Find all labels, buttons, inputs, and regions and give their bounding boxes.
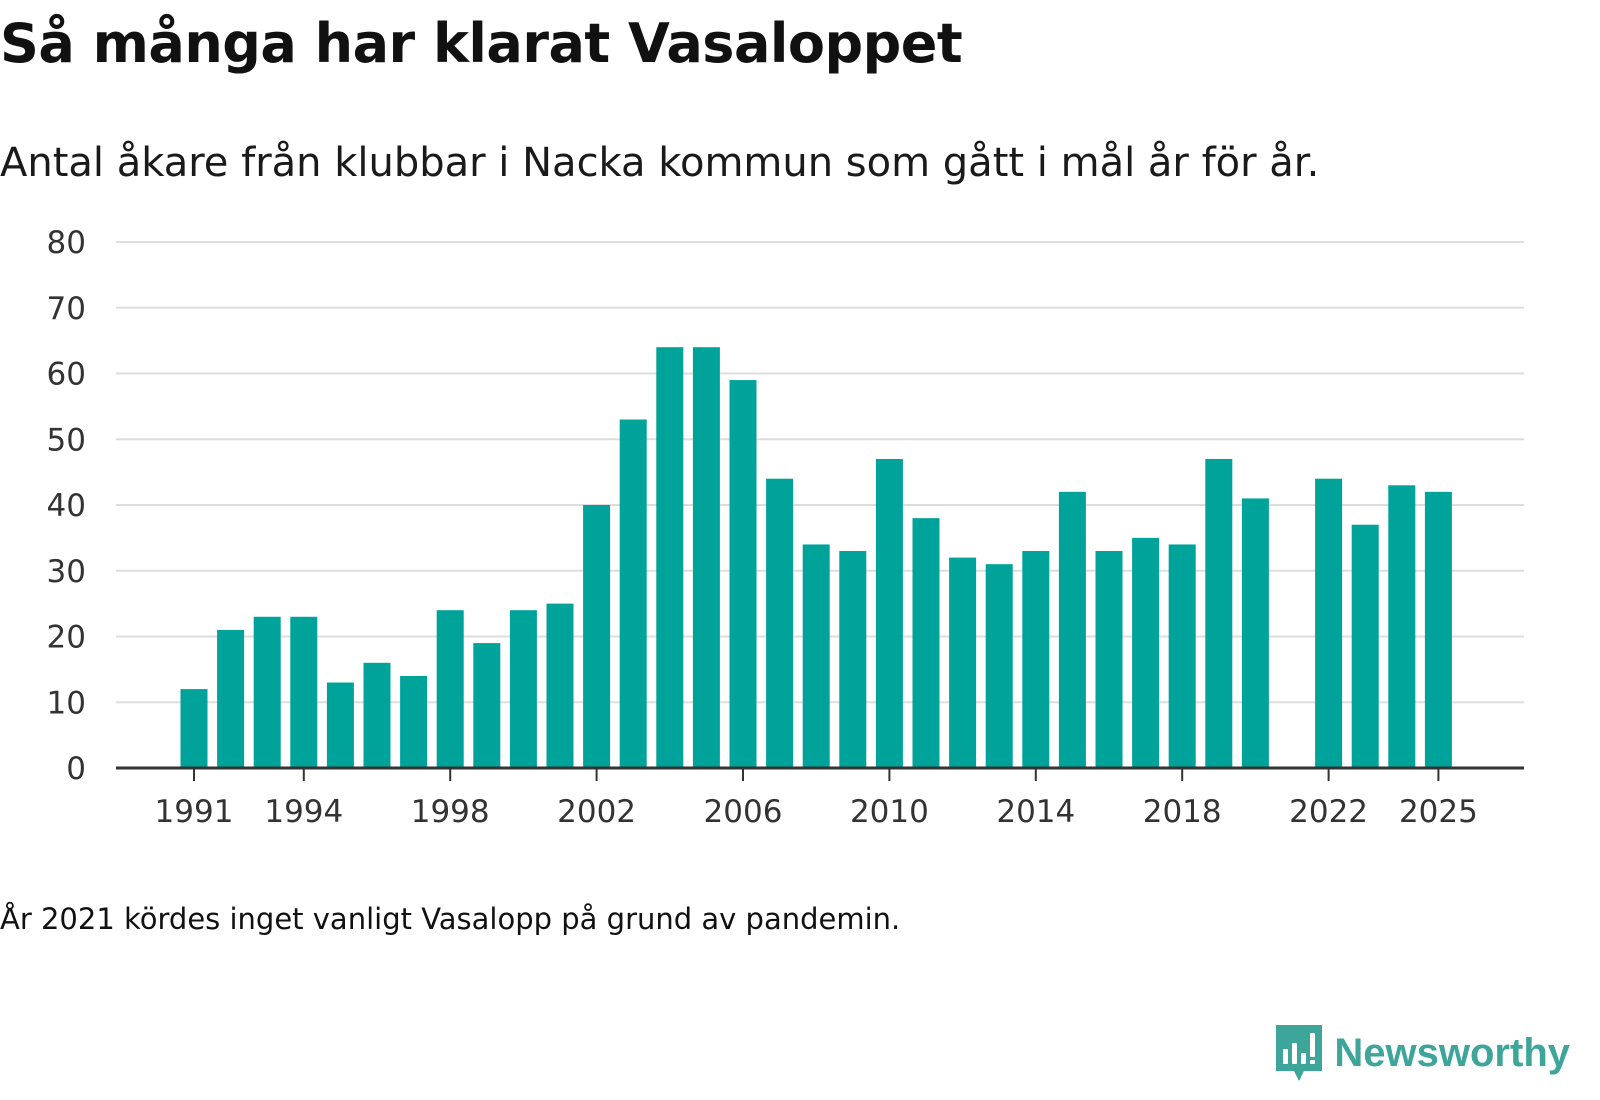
bar-2019: [1205, 458, 1233, 768]
bar-2002: [583, 505, 611, 768]
bar-2006: [729, 380, 757, 768]
footnote: År 2021 kördes inget vanligt Vasalopp på…: [0, 902, 901, 936]
x-tick-label: 1991: [155, 794, 234, 830]
bars: [180, 347, 1452, 768]
y-tick-label: 0: [66, 751, 86, 787]
bar-1993: [253, 616, 281, 768]
y-tick-label: 40: [47, 488, 86, 524]
bar-2024: [1388, 485, 1416, 768]
bar-2016: [1095, 551, 1123, 768]
bar-2007: [766, 478, 794, 768]
y-tick-label: 10: [47, 685, 86, 721]
bar-2001: [546, 603, 574, 768]
bar-2009: [839, 551, 867, 768]
bar-2017: [1132, 537, 1160, 768]
bar-2005: [692, 347, 720, 768]
bar-2022: [1315, 478, 1343, 768]
y-tick-label: 20: [47, 620, 86, 656]
bar-2011: [912, 518, 940, 768]
bar-2012: [949, 557, 977, 768]
y-axis-ticks: 0 10 20 30 40 50 60 70 80: [47, 225, 86, 787]
bar-2014: [1022, 551, 1050, 768]
x-tick-label: 1998: [411, 794, 490, 830]
bar-2013: [985, 564, 1013, 768]
bar-chart: 0 10 20 30 40 50 60 70 80 1991 1994 1998 2002 2006 20…: [47, 225, 1524, 830]
newsworthy-logo-icon: [1276, 1025, 1323, 1081]
y-tick-label: 60: [47, 357, 86, 393]
bar-2020: [1241, 498, 1269, 768]
x-tick-label: 2010: [850, 794, 929, 830]
bar-1995: [326, 682, 354, 768]
x-tick-label: 2018: [1143, 794, 1222, 830]
bar-2000: [509, 610, 537, 768]
x-tick-label: 1994: [264, 794, 343, 830]
y-tick-label: 70: [47, 291, 86, 327]
bar-2008: [802, 544, 830, 768]
bar-1999: [473, 643, 501, 768]
bar-2015: [1058, 491, 1086, 768]
x-tick-label: 2002: [557, 794, 636, 830]
bar-1996: [363, 662, 391, 768]
bar-1991: [180, 689, 208, 768]
bar-1992: [217, 629, 245, 768]
chart-title: Så många har klarat Vasaloppet: [0, 12, 963, 75]
bar-2003: [619, 419, 647, 768]
x-tick-label: 2022: [1289, 794, 1368, 830]
x-tick-label: 2006: [704, 794, 783, 830]
brand-name: Newsworthy: [1334, 1030, 1570, 1075]
bar-2023: [1351, 524, 1379, 768]
brand: Newsworthy: [1274, 1020, 1570, 1086]
bar-1997: [400, 675, 428, 768]
bar-1994: [290, 616, 318, 768]
x-tick-label: 2014: [996, 794, 1075, 830]
chart-subtitle: Antal åkare från klubbar i Nacka kommun …: [0, 140, 1320, 186]
bar-1998: [436, 610, 464, 768]
y-tick-label: 50: [47, 422, 86, 458]
x-tick-label: 2025: [1399, 794, 1478, 830]
bar-2004: [656, 347, 684, 768]
bar-2010: [875, 458, 903, 768]
bar-2025: [1424, 491, 1452, 768]
bar-2018: [1168, 544, 1196, 768]
y-tick-label: 80: [47, 225, 86, 261]
y-tick-label: 30: [47, 554, 86, 590]
x-axis-ticks: 1991 1994 1998 2002 2006 2010 2014 2018 2022 2025: [155, 768, 1478, 830]
